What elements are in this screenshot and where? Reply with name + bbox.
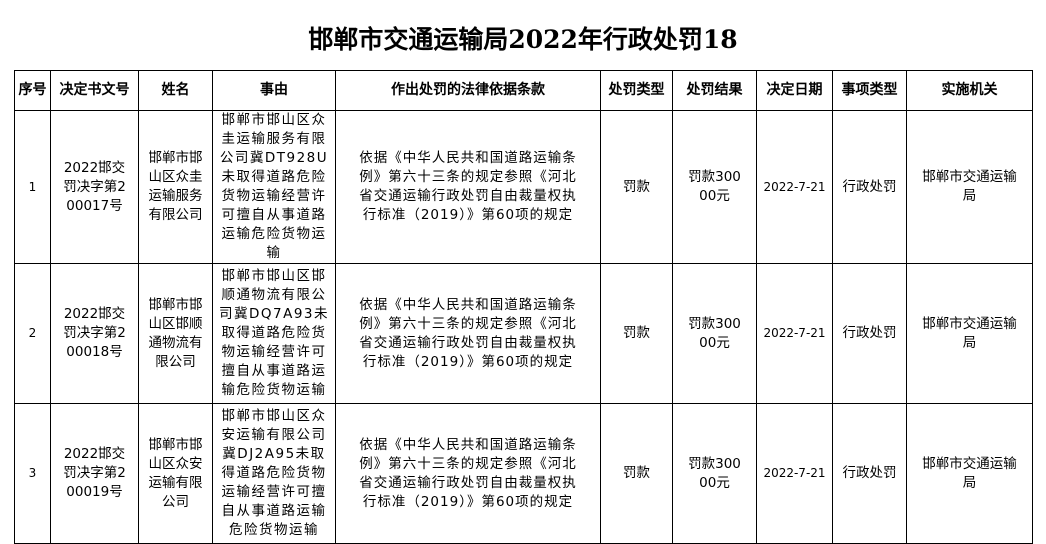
table-row: 1 2022邯交罚决字第200017号 邯郸市邯山区众圭运输服务有限公司 邯郸市邯山区…: [14, 110, 1033, 264]
cell-basis: 依据《中华人民共和国道路运输条例》第六十三条的规定参照《河北省交通运输行政处罚自…: [335, 110, 601, 264]
header-reason: 事由: [212, 70, 336, 111]
cell-name: 邯郸市邯山区众安运输有限公司: [138, 403, 213, 544]
cell-doc: 2022邯交罚决字第200017号: [50, 110, 139, 264]
header-category: 事项类型: [832, 70, 907, 111]
cell-doc: 2022邯交罚决字第200018号: [50, 263, 139, 404]
cell-no: 1: [14, 110, 51, 264]
header-type: 处罚类型: [600, 70, 673, 111]
cell-category: 行政处罚: [832, 263, 907, 404]
cell-basis: 依据《中华人民共和国道路运输条例》第六十三条的规定参照《河北省交通运输行政处罚自…: [335, 403, 601, 544]
header-no: 序号: [14, 70, 51, 111]
page-title: 邯郸市交通运输局2022年行政处罚18: [308, 25, 738, 54]
cell-no: 2: [14, 263, 51, 404]
cell-agency: 邯郸市交通运输局: [906, 403, 1033, 544]
cell-date: 2022-7-21: [756, 110, 833, 264]
cell-result: 罚款30000元: [672, 110, 757, 264]
header-row: 序号 决定书文号 姓名 事由 作出处罚的法律依据条款 处罚类型 处罚结果 决定日期 事项类型 实施…: [14, 70, 1033, 111]
cell-doc: 2022邯交罚决字第200019号: [50, 403, 139, 544]
header-basis: 作出处罚的法律依据条款: [335, 70, 601, 111]
cell-agency: 邯郸市交通运输局: [906, 110, 1033, 264]
cell-category: 行政处罚: [832, 403, 907, 544]
cell-agency: 邯郸市交通运输局: [906, 263, 1033, 404]
cell-result: 罚款30000元: [672, 263, 757, 404]
penalty-table: 序号 决定书文号 姓名 事由 作出处罚的法律依据条款 处罚类型 处罚结果 决定日期 事项类型 实施…: [14, 70, 1033, 544]
cell-date: 2022-7-21: [756, 263, 833, 404]
cell-basis: 依据《中华人民共和国道路运输条例》第六十三条的规定参照《河北省交通运输行政处罚自…: [335, 263, 601, 404]
header-date: 决定日期: [756, 70, 833, 111]
cell-category: 行政处罚: [832, 110, 907, 264]
cell-date: 2022-7-21: [756, 403, 833, 544]
header-name: 姓名: [138, 70, 213, 111]
cell-type: 罚款: [600, 403, 673, 544]
header-agency: 实施机关: [906, 70, 1033, 111]
cell-name: 邯郸市邯山区邯顺通物流有限公司: [138, 263, 213, 404]
cell-reason: 邯郸市邯山区众安运输有限公司冀DJ2A95未取得道路危险货物运输经营许可擅自从事…: [212, 403, 336, 544]
header-result: 处罚结果: [672, 70, 757, 111]
cell-type: 罚款: [600, 263, 673, 404]
cell-name: 邯郸市邯山区众圭运输服务有限公司: [138, 110, 213, 264]
header-doc: 决定书文号: [50, 70, 139, 111]
table-row: 2 2022邯交罚决字第200018号 邯郸市邯山区邯顺通物流有限公司 邯郸市邯山区邯…: [14, 263, 1033, 404]
cell-reason: 邯郸市邯山区邯顺通物流有限公司冀DQ7A93未取得道路危险货物运输经营许可擅自从…: [212, 263, 336, 404]
cell-result: 罚款30000元: [672, 403, 757, 544]
table-row: 3 2022邯交罚决字第200019号 邯郸市邯山区众安运输有限公司 邯郸市邯山区众安…: [14, 403, 1033, 544]
cell-no: 3: [14, 403, 51, 544]
cell-reason: 邯郸市邯山区众圭运输服务有限公司冀DT928U未取得道路危险货物运输经营许可擅自…: [212, 110, 336, 264]
cell-type: 罚款: [600, 110, 673, 264]
